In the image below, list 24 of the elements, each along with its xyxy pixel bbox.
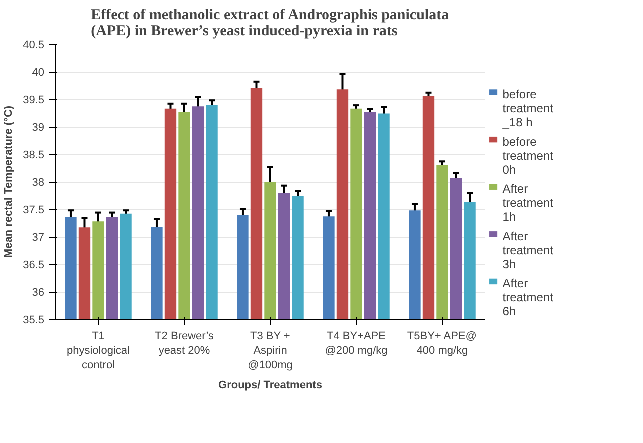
legend-label: After treatment 1h	[502, 182, 554, 224]
x-tick-label: T1 physiological control	[67, 330, 130, 372]
y-axis-title: Mean rectal Temperature (°C)	[3, 106, 16, 258]
y-tick-label: 40.5	[23, 40, 45, 52]
legend-label: before treatment _18 h	[502, 88, 554, 130]
y-tick-label: 39	[32, 122, 45, 134]
y-tick-label: 39.5	[23, 94, 45, 106]
x-tick-label: T4 BY+APE @200 mg/kg	[325, 330, 388, 357]
y-tick-label: 38	[32, 177, 45, 189]
y-tick-label: 38.5	[23, 150, 45, 162]
y-tick-label: 36.5	[23, 260, 45, 272]
y-tick-label: 40	[32, 67, 45, 79]
legend-label: After treatment 3h	[502, 229, 554, 272]
x-tick-label: T3 BY + Aspirin @100mg	[248, 330, 293, 372]
x-tick-label: T5BY+ APE@ 400 mg/kg	[407, 330, 477, 357]
chart-title: Effect of methanolic extract of Andrographis paniculata (APE) in Brewer’s yeast induced-pyrexia in rats	[91, 8, 450, 40]
y-tick-label: 37	[32, 232, 45, 244]
x-axis-title: Groups/ Treatments	[218, 379, 322, 392]
legend-label: before treatment 0h	[502, 134, 554, 177]
y-tick-label: 36	[32, 287, 45, 299]
x-tick-label: T2 Brewer’s yeast 20%	[155, 330, 214, 357]
y-tick-label: 37.5	[23, 204, 45, 216]
y-tick-label: 35.5	[23, 314, 45, 326]
legend-label: After treatment 6h	[502, 276, 554, 319]
